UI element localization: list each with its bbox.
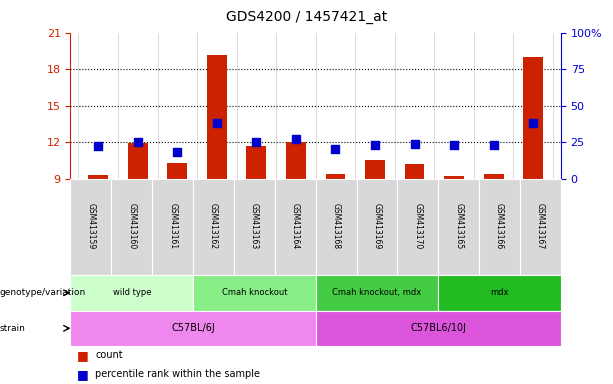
Text: GSM413169: GSM413169	[373, 204, 381, 250]
Bar	[326, 174, 345, 179]
Bar	[207, 55, 227, 179]
Bar	[286, 142, 306, 179]
Point	[449, 142, 459, 148]
Bar	[88, 175, 108, 179]
Text: GSM413166: GSM413166	[495, 204, 504, 250]
Text: GSM413168: GSM413168	[332, 204, 341, 250]
Text: GSM413170: GSM413170	[413, 204, 422, 250]
Bar	[167, 163, 187, 179]
Text: GSM413159: GSM413159	[86, 204, 96, 250]
Text: count: count	[95, 350, 123, 360]
Point	[251, 139, 261, 145]
Text: mdx: mdx	[490, 288, 509, 297]
Bar	[365, 161, 385, 179]
Text: C57BL/6J: C57BL/6J	[171, 323, 215, 333]
Text: GDS4200 / 1457421_at: GDS4200 / 1457421_at	[226, 10, 387, 23]
Point	[133, 139, 143, 145]
Bar	[444, 176, 464, 179]
Text: GSM413167: GSM413167	[536, 204, 545, 250]
Text: ■: ■	[77, 349, 88, 362]
Text: Cmah knockout: Cmah knockout	[222, 288, 287, 297]
Point	[93, 143, 103, 149]
Text: GSM413162: GSM413162	[209, 204, 218, 250]
Text: Cmah knockout, mdx: Cmah knockout, mdx	[332, 288, 422, 297]
Text: genotype/variation: genotype/variation	[0, 288, 86, 297]
Text: GSM413161: GSM413161	[168, 204, 177, 250]
Point	[291, 136, 301, 142]
Point	[330, 146, 340, 152]
Text: GSM413164: GSM413164	[291, 204, 300, 250]
Bar	[484, 174, 503, 179]
Bar	[128, 143, 148, 179]
Point	[489, 142, 498, 148]
Point	[172, 149, 182, 156]
Point	[370, 142, 380, 148]
Bar	[246, 146, 266, 179]
Point	[528, 120, 538, 126]
Text: ■: ■	[77, 368, 88, 381]
Bar	[524, 57, 543, 179]
Point	[409, 141, 419, 147]
Text: C57BL6/10J: C57BL6/10J	[410, 323, 466, 333]
Text: percentile rank within the sample: percentile rank within the sample	[95, 369, 260, 379]
Text: GSM413165: GSM413165	[454, 204, 463, 250]
Text: strain: strain	[0, 324, 26, 333]
Point	[212, 120, 222, 126]
Bar	[405, 164, 424, 179]
Text: GSM413160: GSM413160	[128, 204, 136, 250]
Text: GSM413163: GSM413163	[250, 204, 259, 250]
Text: wild type: wild type	[113, 288, 151, 297]
